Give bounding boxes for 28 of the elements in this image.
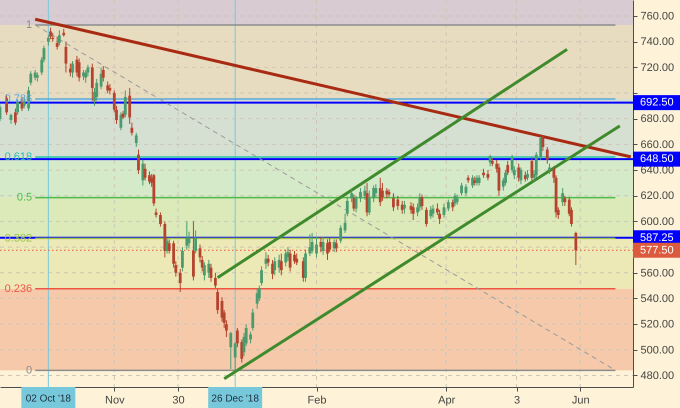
series-label: 0 [26,364,32,376]
y-tick-label: 760.00 [640,10,674,23]
series-label: 1 [26,19,32,32]
ref-line-label: 587.25 [640,232,674,244]
y-tick-label: 720.00 [640,62,674,74]
x-tick-label: Nov [105,394,126,406]
ref-line-label: 577.50 [640,244,674,256]
y-tick-label: 540.00 [640,292,674,305]
ref-line-label: 648.50 [640,153,674,166]
ref-line-label: 02 Oct '18 [26,394,72,404]
series-label: 0.5 [16,192,32,204]
y-tick-label: 480.00 [640,370,674,382]
y-tick-label: 560.00 [640,267,674,280]
ref-line-label: 692.50 [640,96,674,109]
y-tick-label: 620.00 [640,190,674,202]
series-label: 0.236 [4,282,32,295]
x-tick-label: Apr [438,394,456,406]
ref-line-label: 26 Dec '18 [211,394,260,404]
y-tick-label: 520.00 [640,318,674,331]
x-tick-label: Jun [572,394,590,406]
y-tick-label: 680.00 [640,113,674,126]
x-tick-label: 3 [514,394,520,406]
x-tick-label: Feb [308,394,326,406]
y-tick-label: 500.00 [640,344,674,356]
y-tick-label: 740.00 [640,36,674,48]
y-tick-label: 600.00 [640,216,674,228]
x-tick-label: 30 [172,394,185,406]
y-tick-label: 660.00 [640,138,674,151]
